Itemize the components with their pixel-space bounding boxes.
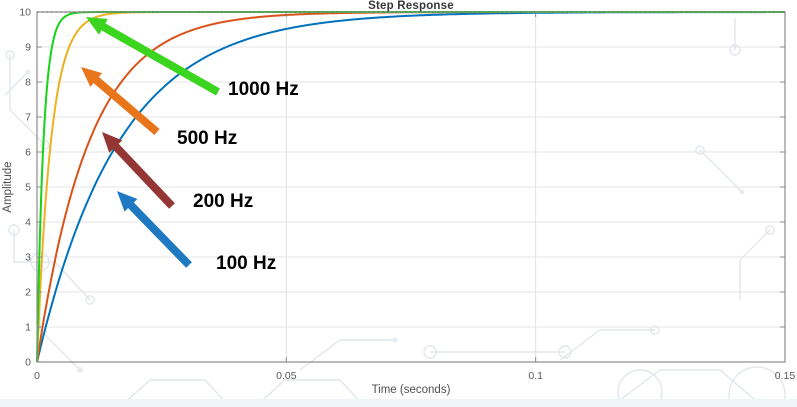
x-tick-label: 0 bbox=[34, 370, 40, 382]
annotation-arrow-shaft bbox=[98, 21, 220, 96]
y-tick-label: 6 bbox=[25, 147, 31, 159]
y-tick-label: 0 bbox=[25, 357, 31, 369]
x-tick-label: 0.05 bbox=[276, 370, 297, 382]
gridlines bbox=[37, 12, 785, 362]
annotation-label-1000hz: 1000 Hz bbox=[228, 79, 299, 100]
y-tick-label: 9 bbox=[25, 42, 31, 54]
annotation-arrows bbox=[81, 17, 220, 268]
y-tick-label: 1 bbox=[25, 322, 31, 334]
x-tick-label: 0.15 bbox=[775, 370, 796, 382]
annotation-label-200hz: 200 Hz bbox=[193, 191, 254, 212]
annotation-arrow-shaft bbox=[91, 75, 160, 136]
y-tick-label: 10 bbox=[19, 7, 31, 19]
annotation-label-500hz: 500 Hz bbox=[177, 128, 238, 149]
y-axis-label: Amplitude bbox=[2, 161, 14, 213]
x-axis-label: Time (seconds) bbox=[371, 384, 451, 396]
x-tick-label: 0.1 bbox=[528, 370, 543, 382]
annotation-arrow-shaft bbox=[125, 200, 192, 268]
annotation-arrow-head bbox=[86, 17, 108, 35]
annotation-arrow-head bbox=[81, 67, 103, 87]
y-tick-label: 7 bbox=[25, 112, 31, 124]
annotation-arrow-head bbox=[102, 132, 123, 153]
y-tick-label: 5 bbox=[25, 182, 31, 194]
tick-marks bbox=[36, 11, 786, 363]
annotation-arrow-shaft bbox=[110, 141, 175, 209]
y-tick-label: 3 bbox=[25, 252, 31, 264]
tick-labels: 0 0.05 0.1 0.15 0 1 2 3 4 5 6 7 8 9 10 bbox=[19, 7, 795, 383]
y-tick-label: 8 bbox=[25, 77, 31, 89]
y-tick-label: 2 bbox=[25, 287, 31, 299]
y-tick-label: 4 bbox=[25, 217, 31, 229]
chart-title: Step Response bbox=[368, 0, 454, 12]
annotation-label-100hz: 100 Hz bbox=[216, 253, 277, 274]
annotation-arrow-head bbox=[117, 191, 138, 212]
